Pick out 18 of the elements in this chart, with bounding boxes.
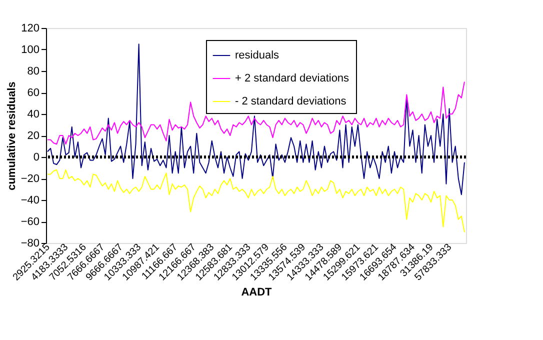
y-tick-label: 0 (33, 152, 40, 164)
y-tick-label: −40 (20, 194, 40, 206)
legend-label: residuals (235, 50, 280, 62)
y-tick-label: −20 (20, 173, 40, 185)
legend-label: + 2 standard deviations (235, 72, 350, 84)
y-tick-label: −60 (20, 216, 40, 228)
x-axis-title: AADT (241, 286, 272, 298)
y-tick-label: 80 (27, 66, 40, 78)
legend-label: - 2 standard deviations (235, 96, 347, 108)
y-axis-title: cumulative residuals (6, 82, 18, 190)
y-tick-label: 20 (27, 130, 40, 142)
y-tick-label: 60 (27, 87, 40, 99)
y-tick-label: 120 (21, 22, 40, 34)
line-series (47, 169, 465, 233)
line-series (47, 81, 465, 145)
line-series (47, 44, 465, 196)
y-tick-label: 40 (27, 108, 40, 120)
y-tick-label: 100 (21, 44, 40, 56)
